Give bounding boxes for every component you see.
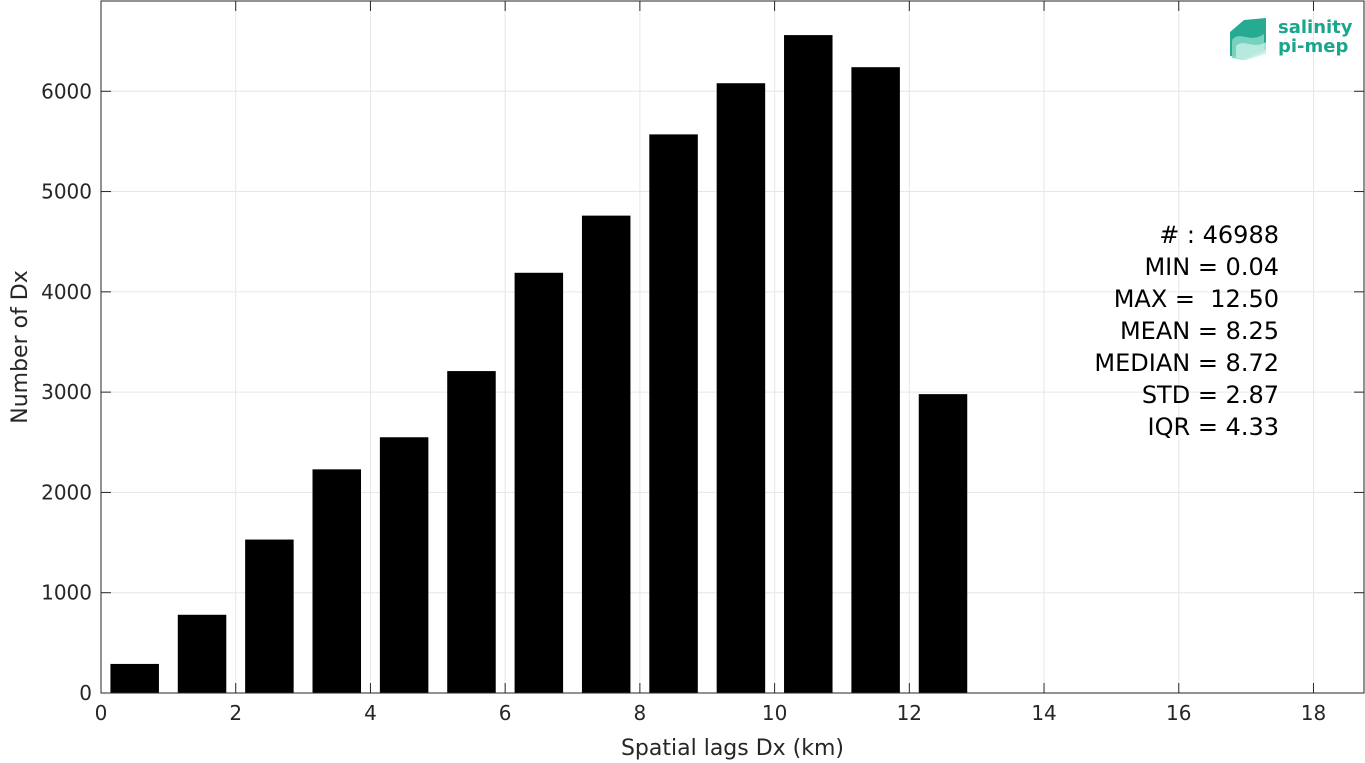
histogram-bar (649, 134, 698, 694)
x-tick-label: 10 (762, 701, 787, 725)
y-tick-label: 6000 (41, 79, 92, 103)
histogram-bar (514, 272, 564, 693)
histogram-bar (312, 469, 362, 693)
x-axis-ticks: 0 2 4 6 8 10 12 14 16 18 (95, 1, 1326, 725)
histogram-bar (851, 67, 900, 694)
x-axis-label: Spatial lags Dx (km) (621, 736, 844, 761)
histogram-bar (918, 394, 968, 693)
histogram-bar (716, 83, 766, 694)
x-tick-label: 12 (897, 701, 922, 725)
histogram-bar (245, 539, 294, 693)
logo-text-line2: pi-mep (1278, 36, 1348, 57)
stat-line: STD = 2.87 (1142, 381, 1279, 409)
y-tick-label: 1000 (41, 581, 92, 605)
histogram-bar (379, 437, 429, 693)
histogram-bar (177, 614, 227, 693)
y-tick-label: 4000 (41, 280, 92, 304)
y-tick-label: 5000 (41, 180, 92, 204)
x-tick-label: 0 (95, 701, 108, 725)
stat-line: MIN = 0.04 (1144, 253, 1279, 281)
y-tick-label: 0 (79, 681, 92, 705)
stats-annotation: # : 46988 MIN = 0.04 MAX = 12.50 MEAN = 8.2… (1094, 221, 1279, 441)
histogram-bar (581, 215, 631, 693)
x-tick-label: 14 (1031, 701, 1056, 725)
histogram-bar (447, 371, 496, 693)
salinity-pi-mep-logo: salinity pi-mep (1230, 17, 1353, 60)
x-tick-label: 6 (499, 701, 512, 725)
histogram-bar (110, 663, 159, 693)
stat-line: MAX = 12.50 (1114, 285, 1279, 313)
bars (110, 35, 968, 694)
stat-line: MEDIAN = 8.72 (1094, 349, 1279, 377)
x-tick-label: 2 (229, 701, 242, 725)
y-tick-label: 3000 (41, 380, 92, 404)
logo-text-line1: salinity (1278, 17, 1353, 38)
stat-line: IQR = 4.33 (1148, 413, 1279, 441)
logo-mark-icon (1230, 18, 1266, 60)
y-axis-ticks: 0 1000 2000 3000 4000 5000 6000 (41, 79, 1364, 705)
x-tick-label: 16 (1166, 701, 1191, 725)
stat-line: MEAN = 8.25 (1120, 317, 1279, 345)
stat-line: # : 46988 (1159, 221, 1279, 249)
x-tick-label: 8 (634, 701, 647, 725)
x-tick-label: 4 (364, 701, 377, 725)
histogram-bar (784, 35, 833, 693)
y-axis-label: Number of Dx (8, 270, 33, 424)
plot-frame (100, 0, 1365, 694)
y-tick-label: 2000 (41, 480, 92, 504)
x-tick-label: 18 (1301, 701, 1326, 725)
